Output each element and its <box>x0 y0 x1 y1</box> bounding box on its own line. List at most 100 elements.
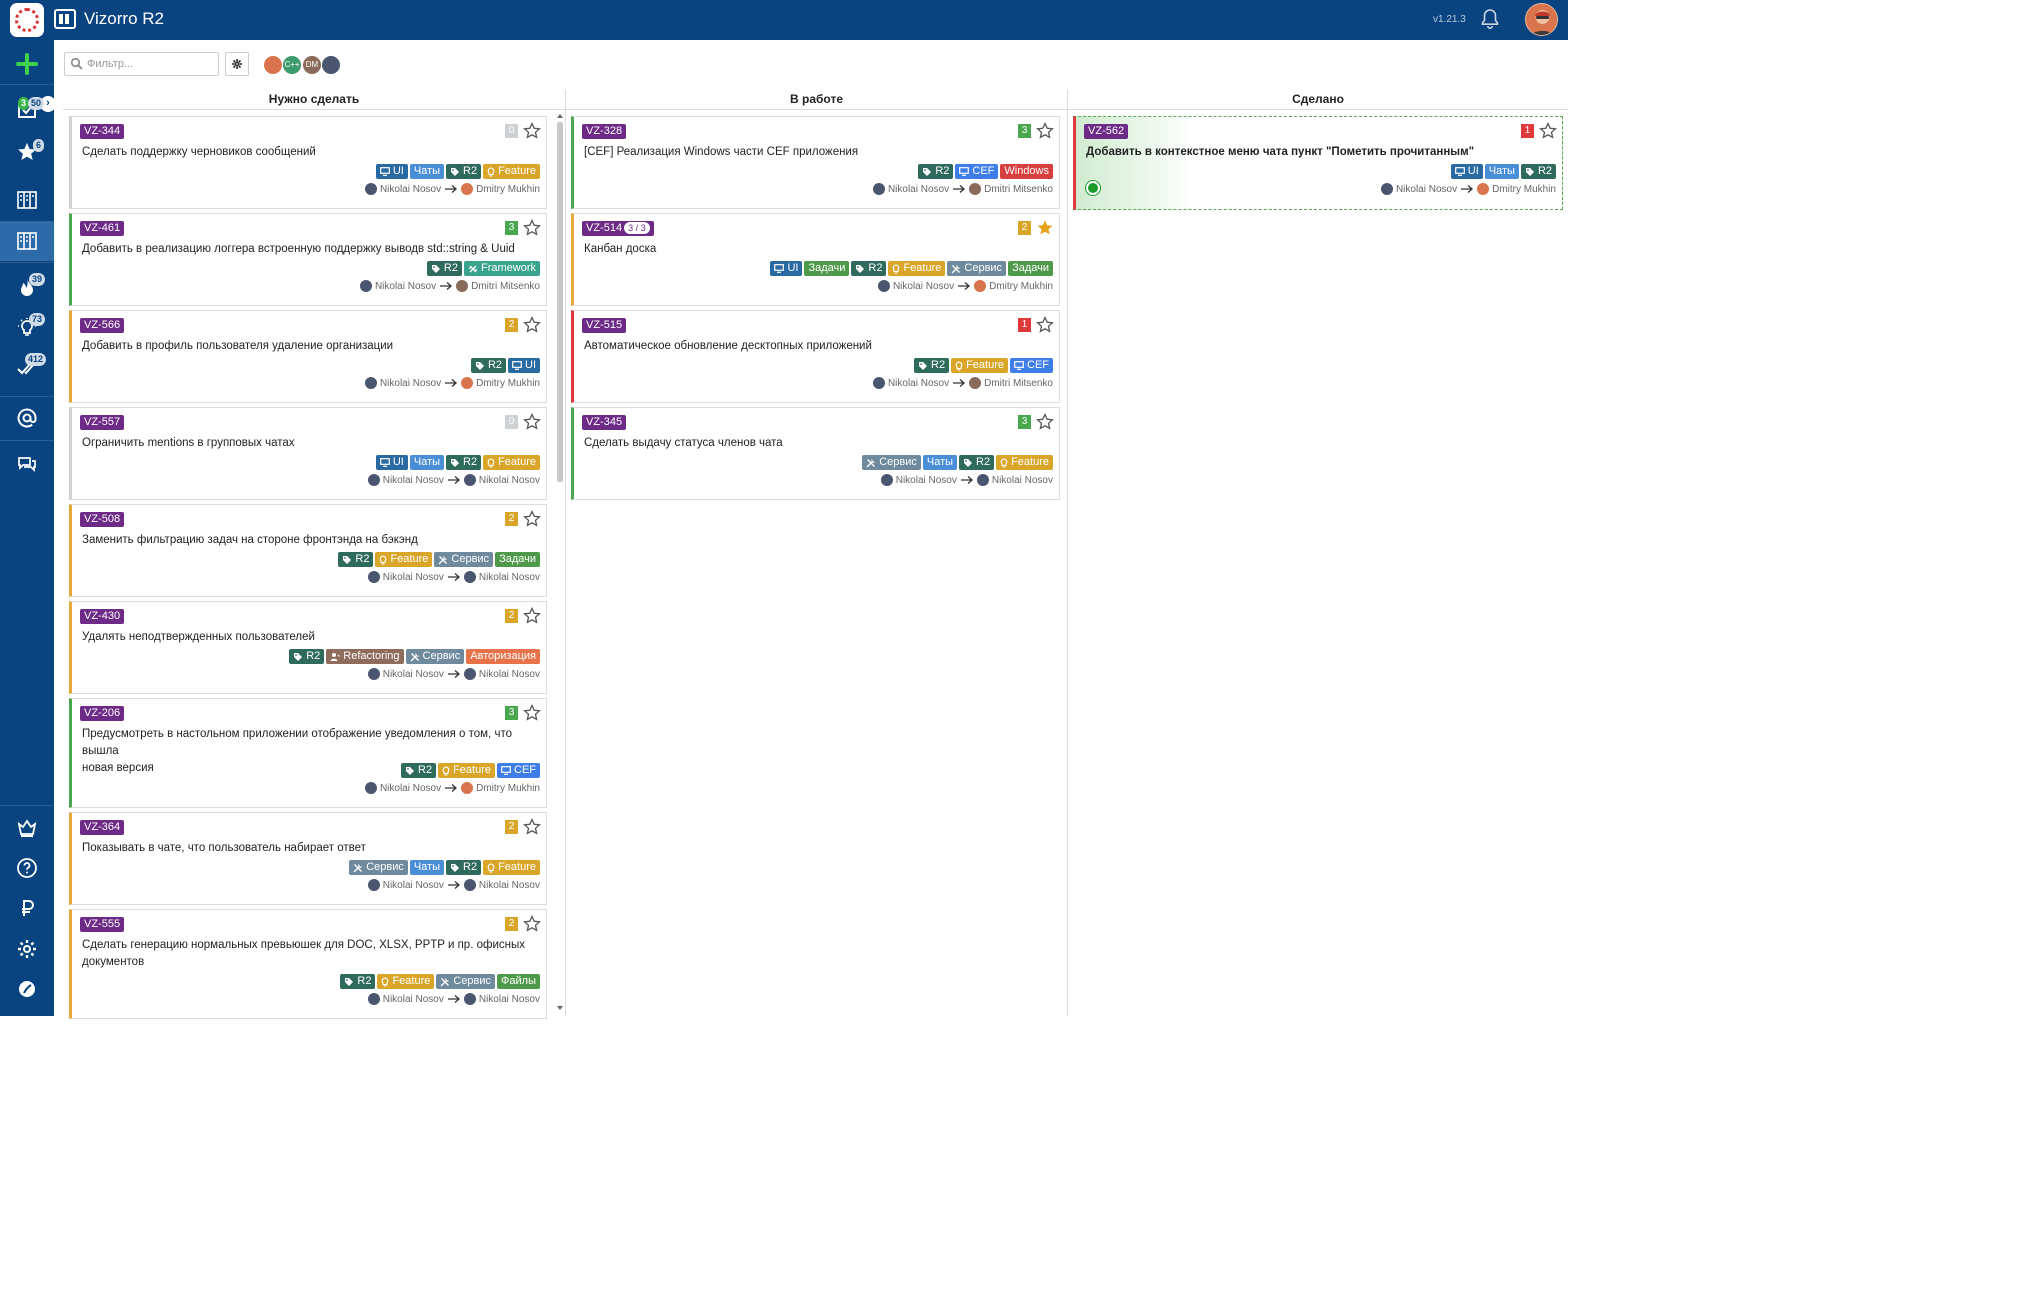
member-avatar[interactable] <box>263 55 283 75</box>
star-icon[interactable] <box>523 219 541 237</box>
task-id[interactable]: VZ-461 <box>80 221 125 236</box>
expand-sidebar-button[interactable]: › <box>40 96 56 112</box>
assignee-name[interactable]: Nikolai Nosov <box>478 474 540 486</box>
avatar[interactable] <box>969 183 982 195</box>
assignee-name[interactable]: Nikolai Nosov <box>478 879 540 891</box>
tag-badge[interactable]: R2 <box>918 164 954 179</box>
task-card[interactable]: VZ-345 3 Сделать выдачу статуса членов чат… <box>571 407 1060 500</box>
sidebar-item-mentions[interactable] <box>0 398 54 438</box>
author-name[interactable]: Nikolai Nosov <box>379 183 442 195</box>
avatar[interactable] <box>969 377 982 389</box>
task-title[interactable]: Сделать выдачу статуса членов чата <box>584 435 783 452</box>
assignee-name[interactable]: Dmitry Mukhin <box>476 183 540 195</box>
member-avatar[interactable]: C++ <box>282 55 302 75</box>
tag-badge[interactable]: R2 <box>289 649 325 664</box>
scrollbar-thumb[interactable] <box>557 122 563 482</box>
tag-badge[interactable]: CEF <box>955 164 999 179</box>
tag-badge[interactable]: Feature <box>377 974 435 989</box>
avatar[interactable] <box>461 183 474 195</box>
tag-badge[interactable]: Feature <box>483 860 540 875</box>
avatar[interactable] <box>463 879 476 891</box>
column-scrollbar[interactable] <box>556 112 564 1016</box>
tag-badge[interactable]: Чаты <box>922 455 958 470</box>
assignee-name[interactable]: Nikolai Nosov <box>478 993 540 1005</box>
assignee-name[interactable]: Dmitry Mukhin <box>1492 183 1556 195</box>
sidebar-item-boards[interactable] <box>0 180 54 220</box>
star-icon[interactable] <box>523 607 541 625</box>
tag-badge[interactable]: Feature <box>483 455 540 470</box>
task-id[interactable]: VZ-555 <box>80 917 125 932</box>
task-id[interactable]: VZ-515 <box>582 318 627 333</box>
task-title[interactable]: Добавить в контекстное меню чата пункт "… <box>1086 144 1474 161</box>
author-name[interactable]: Nikolai Nosov <box>382 571 444 583</box>
tag-badge[interactable]: Чаты <box>409 455 445 470</box>
avatar[interactable] <box>364 782 377 794</box>
tag-badge[interactable]: Файлы <box>497 974 540 989</box>
author-name[interactable]: Nikolai Nosov <box>379 782 442 794</box>
task-card[interactable]: VZ-514 3 / 3 2 Канбан доска UI Задачи R2 Featur… <box>571 213 1060 306</box>
task-title[interactable]: Показывать в чате, что пользователь наби… <box>82 840 366 857</box>
task-id[interactable]: VZ-364 <box>80 820 125 835</box>
sidebar-item-billing[interactable] <box>0 888 54 928</box>
tag-badge[interactable]: R2 <box>340 974 376 989</box>
avatar[interactable] <box>364 377 377 389</box>
tag-badge[interactable]: Задачи <box>1008 261 1053 276</box>
task-title[interactable]: Предусмотреть в настольном приложении от… <box>82 726 546 777</box>
sidebar-item-about[interactable] <box>0 969 54 1009</box>
tag-badge[interactable]: R2 <box>446 860 482 875</box>
task-title[interactable]: Заменить фильтрацию задач на стороне фро… <box>82 532 418 549</box>
tag-badge[interactable]: Feature <box>483 164 540 179</box>
sidebar-item-help[interactable] <box>0 848 54 888</box>
avatar[interactable] <box>463 571 476 583</box>
task-card[interactable]: VZ-344 0 Сделать поддержку черновиков сооб… <box>69 116 547 209</box>
task-title[interactable]: Сделать поддержку черновиков сообщений <box>82 144 316 161</box>
task-title[interactable]: [CEF] Реализация Windows части CEF прило… <box>584 144 858 161</box>
task-title[interactable]: Добавить в профиль пользователя удаление… <box>82 338 393 355</box>
task-id[interactable]: VZ-508 <box>80 512 125 527</box>
tag-badge[interactable]: Сервис <box>405 649 465 664</box>
tag-badge[interactable]: UI <box>770 261 803 276</box>
task-card[interactable]: VZ-515 1 Автоматическое обновление десктоп… <box>571 310 1060 403</box>
assignee-name[interactable]: Nikolai Nosov <box>478 571 540 583</box>
task-card[interactable]: VZ-566 2 Добавить в профиль пользователя у… <box>69 310 547 403</box>
tag-badge[interactable]: Сервис <box>862 455 921 470</box>
task-card[interactable]: VZ-430 2 Удалять неподтвержденных пользова… <box>69 601 547 694</box>
author-name[interactable]: Nikolai Nosov <box>379 377 442 389</box>
avatar[interactable] <box>872 183 885 195</box>
tag-badge[interactable]: R2 <box>914 358 950 373</box>
tag-badge[interactable]: R2 <box>401 763 437 778</box>
avatar[interactable] <box>367 993 380 1005</box>
avatar[interactable] <box>456 280 469 292</box>
task-id[interactable]: VZ-430 <box>80 609 125 624</box>
sidebar-item-inbox[interactable]: 3 50 <box>0 90 54 130</box>
assignee-name[interactable]: Dmitri Mitsenko <box>471 280 540 292</box>
star-icon[interactable] <box>523 915 541 933</box>
avatar[interactable] <box>367 571 380 583</box>
task-title[interactable]: Ограничить mentions в групповых чатах <box>82 435 295 452</box>
tag-badge[interactable]: Чаты <box>409 860 445 875</box>
avatar[interactable] <box>1477 183 1490 195</box>
star-icon[interactable] <box>523 413 541 431</box>
task-card[interactable]: VZ-557 0 Ограничить mentions в групповых ч… <box>69 407 547 500</box>
task-id[interactable]: VZ-345 <box>582 415 627 430</box>
task-title[interactable]: Добавить в реализацию логгера встроенную… <box>82 241 515 258</box>
assignee-name[interactable]: Nikolai Nosov <box>991 474 1053 486</box>
assignee-name[interactable]: Dmitri Mitsenko <box>984 377 1053 389</box>
task-id[interactable]: VZ-344 <box>80 124 125 139</box>
task-id[interactable]: VZ-566 <box>80 318 125 333</box>
tag-badge[interactable]: UI <box>508 358 540 373</box>
tag-badge[interactable]: Feature <box>438 763 495 778</box>
avatar[interactable] <box>463 474 476 486</box>
task-id[interactable]: VZ-562 <box>1084 124 1129 139</box>
star-icon[interactable] <box>1036 413 1054 431</box>
tag-badge[interactable]: R2 <box>426 261 462 276</box>
app-logo[interactable] <box>10 3 44 37</box>
task-title[interactable]: Удалять неподтвержденных пользователей <box>82 629 315 646</box>
tag-badge[interactable]: R2 <box>446 164 482 179</box>
sidebar-item-settings[interactable] <box>0 929 54 969</box>
tag-badge[interactable]: Чаты <box>409 164 445 179</box>
filter-input[interactable]: Фильтр... <box>64 52 219 76</box>
board-settings-button[interactable] <box>225 52 249 76</box>
author-name[interactable]: Nikolai Nosov <box>1395 183 1458 195</box>
sidebar-item-chats[interactable] <box>0 445 54 485</box>
